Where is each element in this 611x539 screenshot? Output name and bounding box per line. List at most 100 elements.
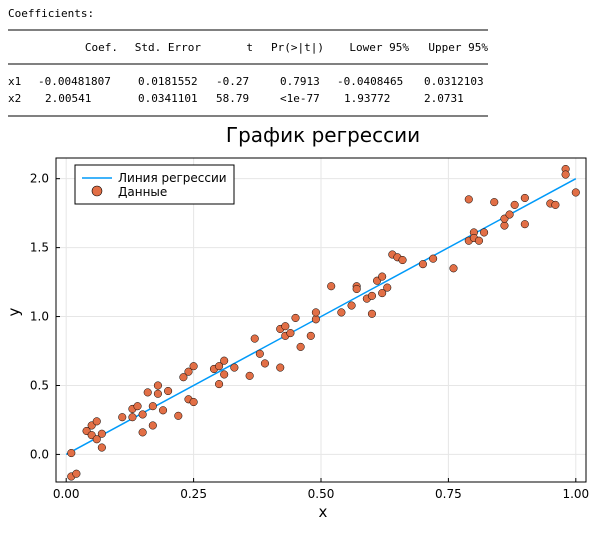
data-point xyxy=(164,386,173,396)
cell-upper-95: 0.0312103 xyxy=(424,75,484,88)
data-point xyxy=(505,210,514,219)
data-point xyxy=(520,220,529,229)
y-axis-label: y xyxy=(5,307,23,316)
data-point xyxy=(383,283,392,292)
data-point xyxy=(220,370,229,379)
table-row: x1 -0.00481807 0.0181552 -0.27 0.7913 -0… xyxy=(8,75,484,88)
data-point xyxy=(337,308,346,317)
table-header-row: Coef. Std. Error t Pr(>|t|) Lower 95% Up… xyxy=(85,41,488,54)
data-point xyxy=(67,448,76,458)
cell-lower-95: -0.0408465 xyxy=(337,75,403,88)
grid xyxy=(56,158,586,482)
cell-coef: 2.00541 xyxy=(45,92,91,105)
data-point xyxy=(118,413,127,422)
data-point xyxy=(189,397,198,407)
data-point xyxy=(286,329,295,338)
data-point xyxy=(158,406,168,415)
data-point xyxy=(327,282,336,291)
cell-t: -0.27 xyxy=(216,75,249,88)
data-point xyxy=(378,272,387,281)
legend: Линия регрессии Данные xyxy=(74,164,235,205)
data-point xyxy=(561,170,570,179)
data-point xyxy=(153,381,162,390)
data-point xyxy=(153,389,162,398)
data-point xyxy=(464,195,473,204)
x-axis-label: x xyxy=(319,503,328,521)
cell-coef: -0.00481807 xyxy=(38,75,111,88)
data-point xyxy=(97,429,106,438)
legend-label-regression-line: Линия регрессии xyxy=(118,171,227,185)
data-point xyxy=(92,417,101,426)
data-point xyxy=(138,410,147,419)
data-point xyxy=(311,308,320,317)
x-tick-label: 1.00 xyxy=(562,487,589,501)
x-tick-label: 0.75 xyxy=(435,487,462,501)
data-point xyxy=(418,260,427,269)
data-point xyxy=(143,388,152,397)
regression-chart: График регрессии 0.00 0.25 0.50 0.75 1.000.0… xyxy=(5,123,589,521)
data-point xyxy=(255,349,264,358)
y-tick-label: 0.5 xyxy=(30,378,49,392)
data-point xyxy=(551,200,560,209)
data-point xyxy=(92,435,101,444)
col-header-t: t xyxy=(246,41,253,54)
chart-title: График регрессии xyxy=(226,123,420,147)
data-point xyxy=(520,193,529,203)
data-point xyxy=(311,315,320,324)
cell-std-error: 0.0181552 xyxy=(138,75,198,88)
col-header-coef: Coef. xyxy=(85,41,118,54)
data-point xyxy=(291,313,300,322)
y-tick-label: 1.0 xyxy=(30,310,49,324)
data-point xyxy=(352,284,361,294)
coefficients-table: Coefficients: Coef. Std. Error t Pr(>|t|… xyxy=(8,7,488,117)
coefficients-heading: Coefficients: xyxy=(8,7,94,20)
data-point xyxy=(367,309,377,318)
cell-p-value: <1e-77 xyxy=(280,92,320,105)
data-point xyxy=(276,363,285,372)
y-tick-label: 2.0 xyxy=(30,172,49,186)
data-point xyxy=(245,371,254,380)
data-point xyxy=(148,421,157,430)
data-point xyxy=(97,443,106,452)
data-point xyxy=(347,301,356,310)
data-point xyxy=(184,367,193,376)
data-point xyxy=(474,236,484,245)
legend-swatch-data xyxy=(91,185,103,197)
x-tick-label: 0.00 xyxy=(53,487,80,501)
data-point xyxy=(215,380,224,389)
data-point xyxy=(179,373,188,382)
data-point xyxy=(133,402,142,411)
data-point xyxy=(148,402,157,411)
data-point xyxy=(72,469,81,478)
data-point xyxy=(230,363,239,372)
cell-std-error: 0.0341101 xyxy=(138,92,198,105)
data-point xyxy=(510,200,519,209)
col-header-std-error: Std. Error xyxy=(135,41,202,54)
data-point xyxy=(429,254,438,263)
data-point xyxy=(215,362,224,371)
row-name-x2: x2 xyxy=(8,92,21,105)
cell-lower-95: 1.93772 xyxy=(344,92,390,105)
data-point xyxy=(449,264,458,273)
col-header-upper-95: Upper 95% xyxy=(428,41,488,54)
x-tick-label: 0.25 xyxy=(180,487,207,501)
data-point xyxy=(128,413,137,422)
legend-box xyxy=(74,164,235,205)
col-header-p-value: Pr(>|t|) xyxy=(271,41,324,54)
data-point xyxy=(189,362,198,371)
data-point xyxy=(281,322,290,331)
row-name-x1: x1 xyxy=(8,75,21,88)
y-tick-label: 0.0 xyxy=(30,447,49,461)
cell-t: 58.79 xyxy=(216,92,249,105)
data-point xyxy=(480,228,489,237)
data-point xyxy=(296,342,305,351)
data-point xyxy=(138,428,147,437)
data-point xyxy=(306,331,315,340)
data-points xyxy=(67,164,580,481)
data-point xyxy=(500,221,509,230)
data-point xyxy=(174,411,183,420)
data-point xyxy=(367,291,377,300)
cell-upper-95: 2.0731 xyxy=(424,92,464,105)
table-row: x2 2.00541 0.0341101 58.79 <1e-77 1.9377… xyxy=(8,92,464,105)
y-tick-label: 1.5 xyxy=(30,241,49,255)
